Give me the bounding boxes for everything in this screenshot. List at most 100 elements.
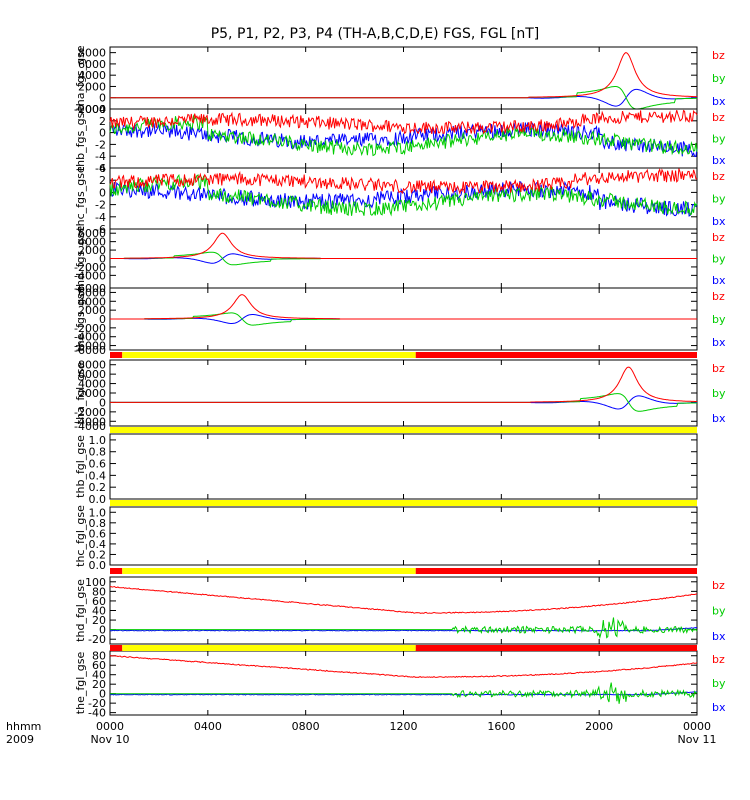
y-tick-label: 4000	[78, 236, 106, 249]
panel-frame	[109, 46, 698, 110]
legend-by: by	[712, 313, 726, 326]
y-tick-label: 2	[99, 174, 106, 187]
mode-bar-segment	[122, 645, 416, 651]
series-bz-line	[110, 52, 698, 99]
y-tick-label: -6000	[74, 344, 106, 357]
y-axis-label: thc_fgl_gse	[74, 505, 87, 567]
legend-by: by	[712, 605, 726, 618]
y-tick-label: 0.0	[89, 559, 107, 572]
y-tick-label: -2000	[74, 406, 106, 419]
y-tick-label: 1.0	[89, 434, 107, 447]
x-corner-label: 2009	[6, 733, 34, 746]
mode-bar-segment	[110, 427, 697, 433]
y-tick-label: 40	[92, 669, 106, 682]
y-axis-label: thd_fgl_gse	[74, 579, 87, 642]
y-tick-label: 0	[99, 186, 106, 199]
legend-by: by	[712, 253, 726, 266]
series-by-line	[109, 173, 698, 217]
y-tick-label: 8000	[78, 359, 106, 372]
panel-frame	[109, 506, 698, 566]
legend-by: by	[712, 677, 726, 690]
legend-bz: bz	[712, 362, 725, 375]
mode-bar-segment	[110, 352, 123, 358]
series-bx-line	[109, 691, 698, 696]
legend-bx: bx	[712, 336, 726, 349]
y-tick-label: 6000	[78, 368, 106, 381]
y-tick-label: 20	[92, 678, 106, 691]
panel-frame	[109, 359, 698, 427]
y-tick-label: 0	[99, 396, 106, 409]
x-tick-label: 0400	[194, 720, 222, 733]
y-tick-label: -20	[88, 697, 106, 710]
y-tick-label: -6000	[74, 282, 106, 295]
y-tick-label: -4000	[74, 415, 106, 428]
series-by-line	[109, 114, 698, 157]
y-tick-label: 0.8	[89, 446, 107, 459]
y-tick-label: 60	[92, 595, 106, 608]
series-by-line	[110, 682, 698, 704]
y-tick-label: -2	[95, 138, 106, 151]
y-tick-label: 4	[99, 103, 106, 116]
legend-bz: bz	[712, 290, 725, 303]
x-tick-label: 0000	[683, 720, 711, 733]
mode-bar-segment	[122, 352, 416, 358]
y-tick-label: 0.4	[89, 538, 107, 551]
y-tick-label: -2000	[74, 322, 106, 335]
x-tick-label: 0000	[96, 720, 124, 733]
y-tick-label: 2000	[78, 304, 106, 317]
y-tick-label: 0.0	[89, 493, 107, 506]
x-corner-label: hhmm	[6, 720, 41, 733]
page-title: P5, P1, P2, P3, P4 (TH-A,B,C,D,E) FGS, F…	[210, 26, 540, 42]
y-tick-label: 8000	[78, 47, 106, 60]
x-tick-label: 1200	[390, 720, 418, 733]
y-axis-label: thb_fgs_gse	[74, 106, 87, 172]
legend-bz: bz	[712, 579, 725, 592]
series-bz-line	[110, 294, 697, 320]
y-tick-label: 60	[92, 659, 106, 672]
x-tick-label: 2000	[585, 720, 613, 733]
y-tick-label: -4	[95, 150, 106, 163]
x-tick-label: 0800	[292, 720, 320, 733]
y-axis-label: the_fgs_gse	[74, 286, 87, 351]
legend-bz: bz	[712, 653, 725, 666]
legend-bx: bx	[712, 412, 726, 425]
mode-bar-segment	[415, 645, 697, 651]
panel-frame	[109, 650, 698, 716]
y-tick-label: -4000	[74, 269, 106, 282]
y-tick-label: -6	[95, 223, 106, 236]
y-tick-label: -6000	[74, 340, 106, 353]
legend-bz: bz	[712, 111, 725, 124]
legend-by: by	[712, 193, 726, 206]
y-tick-label: 4	[99, 162, 106, 175]
series-bz-line	[109, 109, 698, 135]
series-bz-line	[109, 585, 698, 614]
y-tick-label: 6000	[78, 286, 106, 299]
y-tick-label: 0.2	[89, 481, 107, 494]
series-bz-line	[110, 232, 697, 259]
y-tick-label: 2000	[78, 80, 106, 93]
series-bz-line	[109, 168, 698, 195]
legend-bz: bz	[712, 49, 725, 62]
mode-bar-segment	[415, 568, 697, 574]
x-tick-label: 1600	[487, 720, 515, 733]
panel-frame	[109, 576, 698, 645]
y-tick-label: 6000	[78, 58, 106, 71]
y-tick-label: 4000	[78, 378, 106, 391]
y-tick-label: 2000	[78, 244, 106, 257]
y-tick-label: 0.8	[89, 517, 107, 530]
y-tick-label: 0.6	[89, 458, 107, 471]
series-by-line	[110, 617, 698, 640]
y-tick-label: 0	[99, 624, 106, 637]
y-tick-label: 0	[99, 313, 106, 326]
y-tick-label: 0.2	[89, 548, 107, 561]
series-bz-line	[110, 366, 697, 403]
mode-bar-segment	[110, 568, 123, 574]
legend-bx: bx	[712, 701, 726, 714]
y-tick-label: 2	[99, 115, 106, 128]
mode-bar-segment	[122, 568, 416, 574]
y-tick-label: -2	[95, 199, 106, 212]
x-start-date: Nov 10	[91, 733, 130, 746]
mode-bar-segment	[110, 500, 697, 506]
y-axis-label: tha_fgl_gse	[74, 362, 87, 425]
